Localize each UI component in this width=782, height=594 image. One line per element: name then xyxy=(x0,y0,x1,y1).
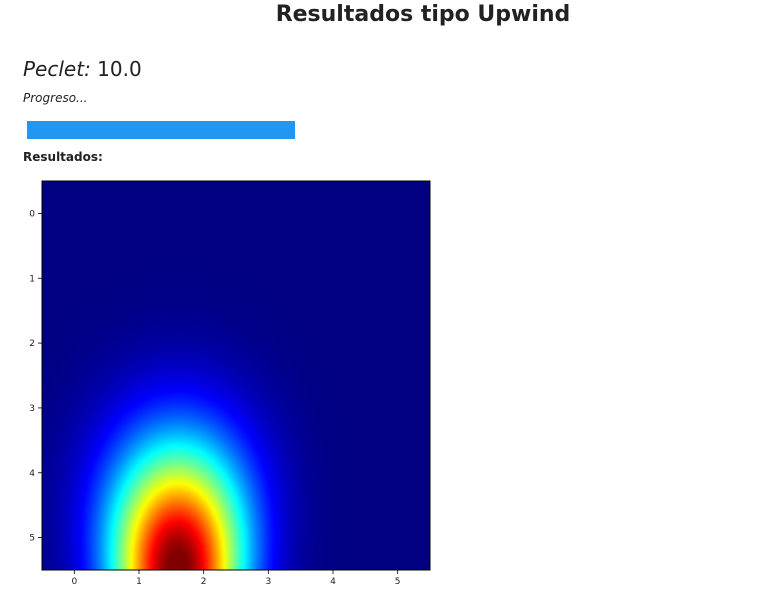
x-tick-label: 3 xyxy=(265,577,271,587)
y-tick-label: 1 xyxy=(29,274,35,284)
heatmap-plot: 0 1 2 3 4 5 0 1 2 3 4 5 xyxy=(29,180,431,587)
plot-frame xyxy=(41,180,431,571)
x-tick-label: 5 xyxy=(395,577,401,587)
x-tick-label: 1 xyxy=(136,577,142,587)
y-axis: 0 1 2 3 4 5 xyxy=(29,209,42,544)
x-tick-label: 0 xyxy=(71,577,77,587)
progress-bar-fill xyxy=(27,121,295,139)
peclet-value: 10.0 xyxy=(97,57,142,81)
peclet-label: Peclet: xyxy=(23,57,91,81)
y-tick-label: 4 xyxy=(29,469,35,479)
heatmap-image xyxy=(42,181,430,570)
progress-bar xyxy=(27,121,295,139)
y-tick-label: 2 xyxy=(29,339,35,349)
results-label: Resultados: xyxy=(23,150,103,164)
y-tick-label: 5 xyxy=(29,534,35,544)
progress-label: Progreso... xyxy=(23,91,88,105)
y-tick-label: 0 xyxy=(29,209,35,219)
page-title: Resultados tipo Upwind xyxy=(275,2,571,27)
x-tick-label: 2 xyxy=(201,577,207,587)
x-tick-label: 4 xyxy=(330,577,336,587)
peclet-readout: Peclet: 10.0 xyxy=(23,56,142,82)
x-axis: 0 1 2 3 4 5 xyxy=(71,570,401,587)
y-tick-label: 3 xyxy=(29,404,35,414)
